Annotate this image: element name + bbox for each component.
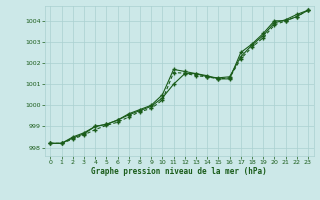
X-axis label: Graphe pression niveau de la mer (hPa): Graphe pression niveau de la mer (hPa)	[91, 167, 267, 176]
